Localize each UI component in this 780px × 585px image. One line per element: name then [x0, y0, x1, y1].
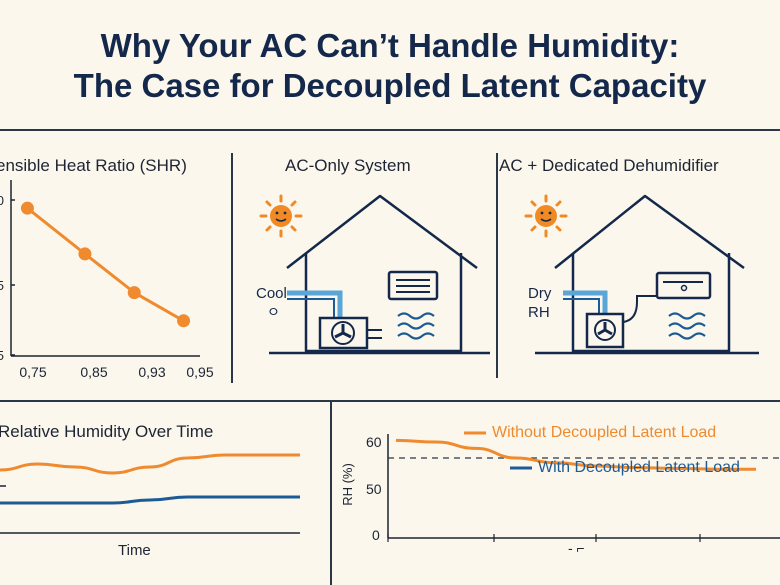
rh-time-title: Relative Humidity Over Time	[0, 422, 214, 441]
house-icon	[286, 194, 478, 353]
ac-only-illustration	[259, 194, 490, 355]
fan-unit-icon	[585, 295, 657, 349]
rh-label: RH	[528, 304, 550, 321]
ac-only-title: AC-Only System	[285, 156, 411, 175]
dry-duct	[563, 290, 608, 316]
main-title-line-1: Why Your AC Can’t Handle Humidity:	[100, 27, 680, 64]
main-title-line-2: The Case for Decoupled Latent Capacity	[73, 67, 707, 104]
rh-bottom-mark: - ⌐	[568, 540, 585, 556]
ac-dehum-illustration	[524, 194, 759, 355]
indoor-unit-icon	[387, 270, 439, 301]
rh-time-chart	[0, 453, 300, 534]
shr-y-tick-label: 5	[0, 348, 4, 363]
legend-orange-label: Without Decoupled Latent Load	[492, 424, 717, 441]
house-icon	[554, 194, 745, 353]
humidity-waves-icon	[397, 312, 435, 340]
divider-shr-ac	[231, 153, 233, 383]
divider-bottom	[330, 402, 332, 585]
shr-x-tick-label: 0,95	[186, 364, 213, 380]
shr-point	[177, 314, 191, 328]
rh-chart	[387, 431, 780, 542]
humidity-waves-icon	[668, 312, 706, 340]
cool-label-sub: ㅇ	[267, 304, 280, 320]
sun-icon	[259, 194, 303, 238]
rh-orange-line	[395, 438, 756, 471]
shr-series-line	[26, 207, 185, 323]
rh-time-xlabel: Time	[118, 542, 151, 559]
shr-y-tick-label: 5	[0, 278, 4, 293]
shr-panel-title: ensible Heat Ratio (SHR)	[0, 156, 187, 175]
ac-dehum-title: AC + Dedicated Dehumidifier	[499, 156, 719, 175]
cool-label: Cool	[256, 285, 287, 302]
top-divider	[0, 129, 780, 131]
middle-divider	[0, 400, 780, 402]
shr-point	[78, 247, 92, 261]
rh-time-blue-line	[0, 495, 300, 505]
rh-ytick-0: 0	[372, 527, 380, 543]
rh-time-orange-line	[0, 453, 300, 475]
shr-point	[20, 201, 34, 215]
legend-blue-label: With Decoupled Latent Load	[538, 459, 740, 476]
dehumidifier-icon	[655, 271, 712, 300]
shr-chart: 0 5 5 0,75 0,85 0,93 0,95	[0, 180, 214, 380]
shr-x-tick-label: 0,93	[138, 364, 165, 380]
shr-y-tick-label: 0	[0, 193, 4, 208]
shr-point	[127, 286, 141, 300]
sun-icon	[524, 194, 568, 238]
rh-ylabel: RH (%)	[339, 463, 355, 506]
cool-duct	[287, 290, 343, 320]
fan-unit-icon	[318, 316, 382, 350]
rh-ytick-60: 60	[366, 434, 382, 450]
rh-ytick-50: 50	[366, 481, 382, 497]
shr-x-tick-label: 0,75	[19, 364, 46, 380]
dry-label: Dry	[528, 285, 552, 302]
divider-ac-dehum	[496, 153, 498, 378]
shr-x-tick-label: 0,85	[80, 364, 107, 380]
